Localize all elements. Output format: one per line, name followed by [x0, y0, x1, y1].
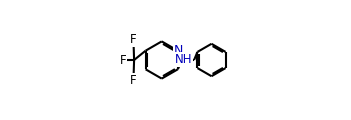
Text: F: F	[130, 74, 137, 87]
Text: NH: NH	[174, 53, 192, 66]
Text: F: F	[130, 33, 137, 46]
Text: N: N	[173, 44, 183, 57]
Text: F: F	[120, 54, 126, 66]
